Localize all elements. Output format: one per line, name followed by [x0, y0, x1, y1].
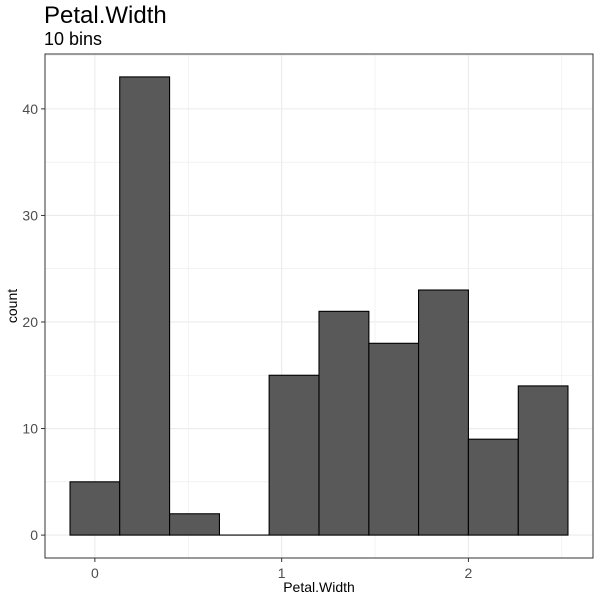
- x-axis-title: Petal.Width: [283, 579, 355, 595]
- y-tick-label: 10: [22, 421, 38, 437]
- x-tick-label: 2: [465, 565, 473, 581]
- bars-group: [69, 76, 569, 536]
- x-tick-label: 0: [91, 565, 99, 581]
- y-axis-title: count: [4, 289, 20, 323]
- histogram-bar-9: [517, 385, 569, 536]
- y-tick-label: 20: [22, 314, 38, 330]
- histogram-bar-0: [69, 481, 121, 536]
- chart-subtitle: 10 bins: [44, 29, 103, 49]
- histogram-bar-7: [418, 289, 469, 536]
- histogram-bar-6: [368, 342, 420, 536]
- histogram-bar-1: [119, 76, 171, 536]
- y-tick-label: 30: [22, 207, 38, 223]
- histogram-bar-8: [467, 438, 519, 536]
- x-tick-label: 1: [278, 565, 286, 581]
- y-tick-label: 40: [22, 101, 38, 117]
- chart-title: Petal.Width: [44, 2, 167, 29]
- histogram-bar-5: [318, 310, 370, 536]
- histogram-bar-2: [169, 513, 220, 536]
- y-tick-label: 0: [30, 527, 38, 543]
- histogram-bar-4: [268, 374, 320, 536]
- panel-border: [44, 53, 594, 559]
